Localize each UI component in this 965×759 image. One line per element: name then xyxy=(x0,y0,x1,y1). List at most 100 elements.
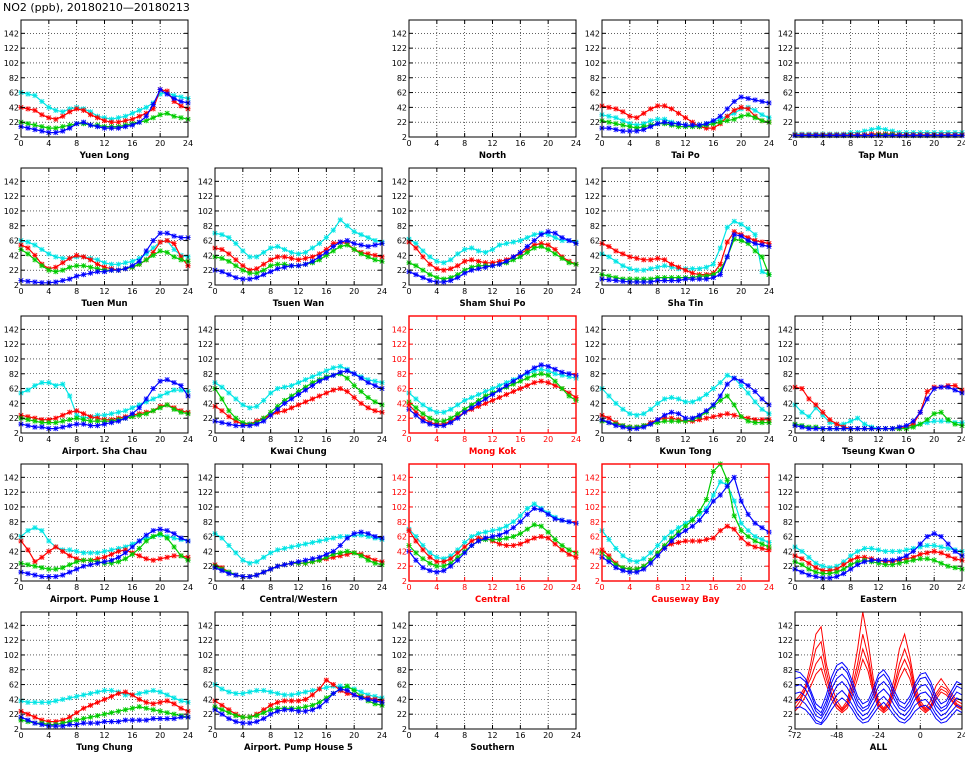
marker-eastern-blue xyxy=(875,557,882,563)
marker-causeway-bay-red xyxy=(724,523,730,529)
marker-kwun-tong-red xyxy=(606,415,612,421)
marker-mong-kok-red xyxy=(538,378,544,384)
marker-sha-tin-blue xyxy=(662,277,668,284)
xtick-label-24: 24 xyxy=(377,583,387,592)
xtick-label-8: 8 xyxy=(268,731,273,740)
marker-airport-sha-chau-cyan xyxy=(32,383,38,389)
xtick-label-12: 12 xyxy=(99,435,109,444)
marker-central-blue xyxy=(427,568,433,574)
marker-yuen-long-red xyxy=(143,110,149,116)
marker-sham-shui-po-red xyxy=(531,242,537,248)
marker-tuen-mun-red xyxy=(67,255,73,261)
marker-sha-tin-green xyxy=(662,274,668,281)
xtick-label-20: 20 xyxy=(929,139,939,148)
ytick-label-42: 42 xyxy=(783,695,793,704)
marker-tsuen-wan-green xyxy=(254,270,260,276)
ytick-label-142: 142 xyxy=(4,621,19,630)
marker-airport-sha-chau-red xyxy=(74,408,80,414)
marker-sha-tin-green xyxy=(641,276,647,282)
marker-airport-pump-house-5-cyan xyxy=(337,683,343,689)
marker-tai-po-red xyxy=(634,115,640,121)
marker-airport-sha-chau-green xyxy=(101,418,108,424)
marker-causeway-bay-blue xyxy=(682,528,689,534)
xtick-label-24: 24 xyxy=(183,435,193,444)
ytick-label-22: 22 xyxy=(9,562,19,571)
marker-yuen-long-blue xyxy=(136,119,142,125)
marker-tuen-mun-red xyxy=(164,237,170,244)
marker-tai-po-red xyxy=(668,106,675,112)
marker-mong-kok-green xyxy=(448,415,454,421)
marker-tsuen-wan-green xyxy=(281,261,288,267)
marker-kwun-tong-cyan xyxy=(613,400,619,406)
marker-central-blue xyxy=(559,517,565,523)
ytick-label-2: 2 xyxy=(208,577,213,586)
marker-tung-chung-blue xyxy=(74,721,80,728)
xtick-label-0: 0 xyxy=(599,139,604,148)
xtick-label-20: 20 xyxy=(736,287,746,296)
xtick-label-12: 12 xyxy=(293,435,303,444)
marker-yuen-long-blue xyxy=(46,129,52,136)
xtick-label-16: 16 xyxy=(127,435,137,444)
marker-causeway-bay-blue xyxy=(613,565,619,571)
marker-tsuen-wan-cyan xyxy=(302,249,309,256)
ytick-label-22: 22 xyxy=(397,414,407,423)
marker-tuen-mun-green xyxy=(25,251,31,257)
marker-central-western-blue xyxy=(309,556,316,562)
marker-tuen-mun-cyan xyxy=(53,254,59,260)
marker-central-western-green xyxy=(358,553,364,559)
marker-sha-tin-red xyxy=(620,251,626,257)
marker-tuen-mun-red xyxy=(81,254,87,260)
marker-tung-chung-green xyxy=(115,708,122,714)
marker-central-red xyxy=(552,541,558,547)
xtick-label-24: 24 xyxy=(571,435,581,444)
marker-kwai-chung-blue xyxy=(302,387,309,393)
marker-tseung-kwan-o-cyan xyxy=(924,420,930,426)
marker-mong-kok-cyan xyxy=(427,406,433,412)
marker-causeway-bay-blue xyxy=(717,492,723,498)
marker-tung-chung-cyan xyxy=(67,695,73,701)
marker-eastern-red xyxy=(931,548,937,554)
marker-central-red xyxy=(524,538,530,544)
marker-kwun-tong-cyan xyxy=(738,383,744,389)
marker-tsuen-wan-cyan xyxy=(344,223,350,229)
ytick-label-42: 42 xyxy=(783,547,793,556)
marker-yuen-long-blue xyxy=(87,122,94,128)
marker-airport-pump-house-1-blue xyxy=(157,526,163,532)
ytick-label-2: 2 xyxy=(402,577,407,586)
xtick-label-24: 24 xyxy=(957,435,965,444)
marker-airport-pump-house-1-green xyxy=(60,565,66,571)
marker-tuen-mun-blue xyxy=(178,235,184,241)
marker-tai-po-cyan xyxy=(648,118,654,124)
marker-mong-kok-blue xyxy=(420,418,426,424)
marker-eastern-red xyxy=(848,557,854,563)
marker-sha-tin-cyan xyxy=(752,232,758,238)
ytick-label-102: 102 xyxy=(585,355,600,364)
xtick-label-12: 12 xyxy=(680,583,690,592)
marker-central-western-blue xyxy=(365,531,371,537)
marker-tsuen-wan-cyan xyxy=(226,235,232,241)
marker-mong-kok-blue xyxy=(517,374,523,380)
marker-tseung-kwan-o-blue xyxy=(813,425,819,432)
marker-tuen-mun-red xyxy=(150,249,156,256)
ytick-label-22: 22 xyxy=(9,118,19,127)
marker-eastern-green xyxy=(813,569,819,575)
marker-sham-shui-po-red xyxy=(496,258,503,264)
ytick-label-82: 82 xyxy=(9,666,19,675)
marker-sha-tin-cyan xyxy=(731,218,737,224)
marker-airport-pump-house-5-green xyxy=(254,713,260,719)
marker-sha-tin-cyan xyxy=(620,263,626,269)
marker-tsuen-wan-red xyxy=(316,251,322,257)
marker-tai-po-red xyxy=(620,109,626,115)
marker-eastern-red xyxy=(924,550,930,556)
marker-tuen-mun-cyan xyxy=(25,239,31,245)
ytick-label-82: 82 xyxy=(397,222,407,231)
xtick-label-12: 12 xyxy=(293,583,303,592)
marker-tsuen-wan-cyan xyxy=(295,251,302,257)
marker-sham-shui-po-cyan xyxy=(475,248,482,254)
marker-kwai-chung-cyan xyxy=(365,377,371,383)
marker-central-red xyxy=(448,556,454,562)
marker-sham-shui-po-blue xyxy=(524,243,530,250)
ytick-label-42: 42 xyxy=(397,103,407,112)
marker-tseung-kwan-o-blue xyxy=(820,425,826,432)
